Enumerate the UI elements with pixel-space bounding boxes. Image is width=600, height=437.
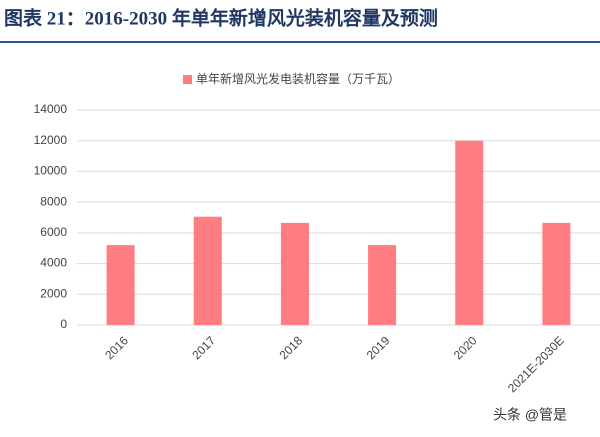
x-tick-label: 2020 [451, 333, 480, 362]
bar [193, 216, 222, 325]
x-tick-label: 2018 [276, 333, 305, 362]
legend-label: 单年新增风光发电装机容量（万千瓦） [196, 71, 400, 86]
chart-title: 图表 21：2016-2030 年单年新增风光装机容量及预测 [4, 6, 438, 29]
legend-swatch [183, 75, 192, 84]
bar [455, 140, 484, 325]
y-tick-label: 14000 [34, 102, 68, 116]
y-tick-label: 2000 [40, 286, 67, 300]
x-tick-label: 2021E-2030E [505, 333, 567, 395]
y-tick-label: 4000 [40, 256, 67, 270]
x-tick-label: 2017 [189, 333, 218, 362]
bar [368, 245, 397, 325]
y-tick-label: 10000 [34, 164, 68, 178]
bar [280, 222, 309, 325]
y-tick-label: 6000 [40, 225, 67, 239]
bar [542, 222, 571, 325]
watermark: 头条 @管是 [493, 407, 567, 423]
x-tick-label: 2016 [102, 333, 131, 362]
x-tick-label: 2019 [364, 333, 393, 362]
bar [106, 245, 135, 325]
y-tick-label: 0 [60, 317, 67, 331]
y-tick-label: 12000 [34, 133, 68, 147]
y-tick-label: 8000 [40, 194, 67, 208]
